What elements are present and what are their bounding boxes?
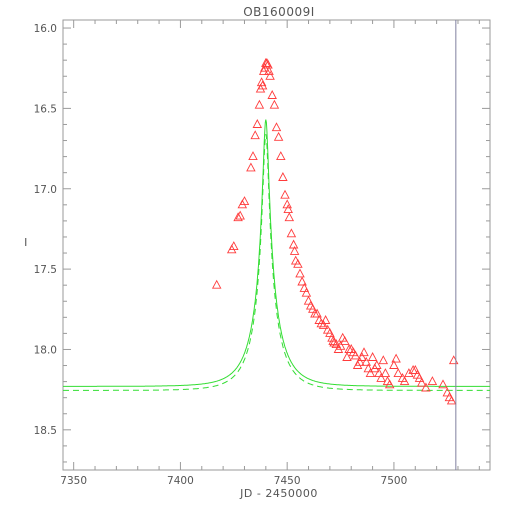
data-point: [276, 151, 286, 161]
model-layer: [63, 119, 490, 391]
data-point: [361, 356, 371, 366]
data-point: [289, 245, 300, 255]
data-point: [271, 122, 282, 132]
data-point: [260, 62, 270, 72]
data-point: [340, 335, 350, 345]
data-point: [389, 360, 399, 369]
data-point: [355, 356, 365, 366]
data-point: [252, 119, 263, 128]
x-axis-label: JD - 2450000: [239, 487, 318, 500]
data-point: [308, 303, 318, 313]
y-tick-label: 17.5: [34, 264, 57, 276]
plot-frame: [62, 19, 491, 471]
data-point: [393, 368, 403, 378]
data-point: [374, 368, 384, 378]
y-tick-label: 18.5: [34, 425, 57, 437]
data-point: [265, 70, 275, 80]
data-point: [376, 372, 386, 382]
model-curve-dashed: [63, 134, 490, 391]
data-point: [254, 99, 265, 109]
data-point: [280, 189, 290, 199]
data-point: [250, 130, 260, 140]
data-point: [297, 276, 307, 286]
data-point: [421, 382, 431, 392]
data-point: [320, 315, 331, 324]
data-point: [391, 353, 401, 363]
data-point: [229, 241, 239, 251]
chart-title: OB160009I: [243, 5, 315, 19]
data-point: [399, 376, 410, 386]
y-tick-label: 17.0: [34, 184, 57, 196]
y-tick-label: 16.0: [34, 23, 57, 35]
data-point: [286, 228, 297, 238]
data-point: [342, 352, 352, 361]
data-point: [299, 282, 310, 292]
data-point: [312, 308, 322, 318]
data-point: [325, 327, 335, 337]
data-point: [239, 196, 250, 206]
data-point: [446, 395, 457, 405]
points-layer: [211, 57, 459, 405]
data-point: [404, 368, 414, 378]
data-point: [357, 352, 367, 361]
data-point: [278, 172, 288, 181]
data-point: [448, 355, 459, 365]
x-tick-label: 7400: [167, 475, 194, 487]
data-point: [269, 99, 280, 109]
x-tick-label: 7500: [381, 475, 408, 487]
data-point: [301, 287, 312, 297]
data-point: [416, 377, 427, 387]
data-point: [350, 350, 361, 360]
y-axis-label: I: [24, 236, 28, 249]
data-point: [410, 364, 421, 374]
x-tick-label: 7350: [60, 475, 87, 487]
data-point: [284, 212, 295, 222]
data-point: [318, 319, 329, 329]
data-point: [384, 379, 395, 389]
data-point: [211, 279, 222, 289]
data-point: [380, 368, 391, 378]
data-point: [283, 204, 293, 214]
data-point: [267, 90, 277, 99]
data-point: [378, 355, 389, 365]
data-point: [414, 372, 425, 382]
y-tick-label: 18.0: [34, 344, 57, 356]
x-tick-label: 7450: [274, 475, 301, 487]
data-point: [257, 80, 268, 90]
data-point: [246, 162, 256, 172]
axes-layer: 7350 7400 7450 7500 16.0 16.5 17.0 17.5 18.0 18.5: [34, 20, 490, 487]
data-point: [372, 360, 382, 369]
data-point: [293, 258, 303, 268]
data-point: [359, 347, 369, 357]
data-point: [329, 337, 339, 347]
data-point: [438, 379, 448, 389]
data-point: [295, 268, 305, 278]
data-point: [233, 212, 243, 222]
data-point: [248, 151, 258, 161]
data-point: [367, 352, 378, 361]
data-point: [256, 77, 267, 87]
data-point: [258, 65, 269, 75]
data-point: [363, 363, 374, 373]
data-point: [427, 376, 438, 386]
data-point: [273, 131, 284, 141]
data-point: [442, 387, 453, 397]
data-point: [288, 239, 299, 249]
data-point: [331, 339, 342, 349]
y-tick-label: 16.5: [34, 103, 57, 115]
data-point: [327, 332, 337, 342]
data-point: [235, 210, 245, 220]
data-point: [335, 340, 346, 350]
data-point: [303, 295, 314, 305]
data-point: [365, 368, 376, 378]
